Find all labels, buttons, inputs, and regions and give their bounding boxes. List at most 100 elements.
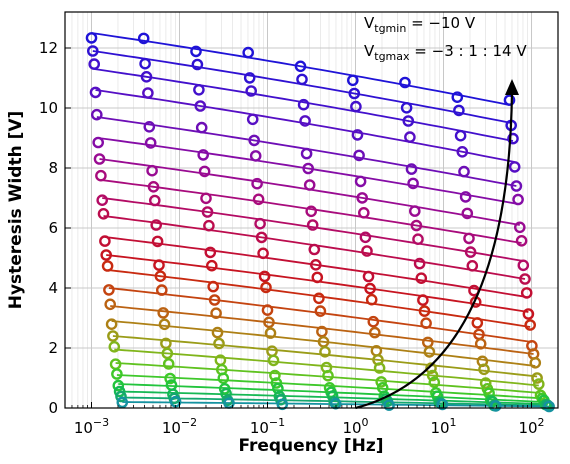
data-point [158, 318, 171, 331]
data-point [242, 46, 254, 59]
series-line [114, 348, 539, 387]
trend-arrow [355, 79, 519, 410]
data-point [531, 372, 543, 384]
data-point [428, 376, 441, 389]
data-point [99, 235, 111, 247]
data-point [252, 193, 265, 206]
data-point [314, 305, 327, 317]
data-point [115, 390, 127, 403]
data-point [466, 259, 479, 272]
x-tick-label: 101 [430, 416, 456, 437]
data-point [162, 358, 175, 370]
data-point [308, 243, 321, 256]
x-tick-label: 10−3 [74, 416, 109, 437]
data-point [425, 362, 437, 375]
data-point [474, 337, 487, 350]
series-line [104, 236, 527, 298]
series-line [116, 374, 543, 400]
data-point [405, 163, 418, 175]
data-point [87, 45, 99, 57]
data-point [157, 307, 169, 319]
data-point [368, 326, 381, 339]
data-point [402, 115, 415, 127]
data-point [153, 259, 165, 271]
data-point [85, 32, 98, 44]
data-point [267, 354, 280, 367]
data-point [365, 293, 378, 306]
series-line [95, 89, 515, 163]
data-point [200, 192, 212, 205]
data-point [517, 259, 530, 272]
data-point [512, 193, 524, 206]
data-point [103, 284, 115, 296]
data-point [276, 398, 289, 411]
data-point [191, 58, 204, 71]
data-point [89, 86, 102, 99]
data-point [346, 74, 359, 87]
x-tick-label: 10−2 [162, 416, 197, 437]
data-point [417, 294, 429, 306]
y-tick-label: 10 [39, 99, 58, 117]
data-point [100, 249, 112, 261]
data-point [415, 272, 428, 285]
data-point [194, 100, 207, 112]
data-point [303, 179, 316, 191]
data-point [270, 377, 283, 389]
data-point [436, 398, 449, 411]
data-point [311, 271, 324, 284]
series-line [115, 362, 541, 394]
y-tick-label: 8 [48, 159, 58, 177]
data-point [348, 87, 361, 100]
data-point [489, 400, 502, 412]
data-point [533, 378, 545, 390]
data-point [529, 356, 542, 369]
data-point [351, 129, 364, 141]
data-point [243, 72, 256, 84]
arrow-shaft [355, 92, 514, 410]
data-point [161, 347, 174, 360]
data-point [412, 233, 424, 245]
data-point [507, 132, 519, 145]
data-point [248, 134, 260, 147]
data-point [95, 169, 107, 182]
data-point [299, 115, 311, 127]
data-point [362, 270, 375, 283]
data-point [213, 337, 225, 350]
data-point [193, 84, 205, 96]
data-point [245, 85, 257, 97]
data-point [258, 270, 271, 283]
data-point [264, 327, 277, 339]
series-line [107, 269, 531, 328]
data-point [92, 136, 104, 149]
data-point [210, 307, 222, 320]
data-point [205, 259, 218, 272]
data-point [408, 205, 421, 217]
data-point [400, 102, 413, 114]
y-tick-label: 4 [48, 279, 58, 297]
data-point [410, 219, 423, 232]
data-point [260, 281, 272, 294]
data-point [520, 287, 533, 299]
data-point [418, 305, 431, 317]
data-point [97, 207, 110, 220]
data-point [367, 315, 380, 328]
data-point [143, 121, 156, 133]
series-line [111, 320, 536, 367]
y-tick-label: 6 [48, 219, 58, 237]
data-point [211, 326, 224, 339]
data-point [300, 147, 313, 160]
data-point [522, 308, 535, 320]
data-point [313, 292, 325, 305]
data-point [503, 94, 516, 106]
annotation-vtgmax: Vtgmax = −3 : 1 : 14 V [364, 42, 527, 63]
data-point [217, 372, 230, 385]
data-point [305, 205, 318, 218]
axis-ticks: 10−3 10−2 10−1 100 101 102 0 2 4 6 8 10 12 [39, 39, 545, 437]
data-point [463, 232, 475, 245]
data-point [524, 319, 537, 331]
data-point [146, 164, 158, 177]
data-point [112, 379, 125, 392]
data-point [451, 91, 464, 103]
series-line [91, 32, 510, 106]
